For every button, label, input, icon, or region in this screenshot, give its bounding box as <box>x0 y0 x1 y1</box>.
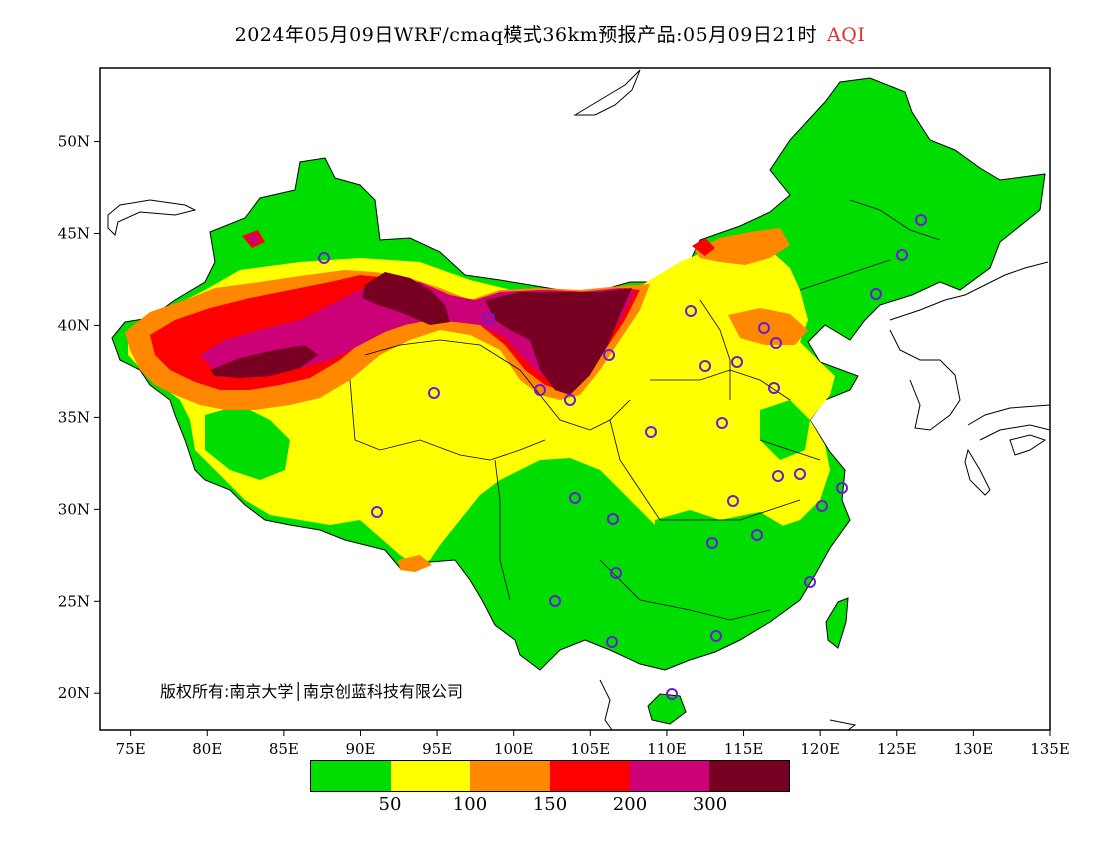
legend-label: 300 <box>692 794 728 815</box>
station-marker <box>716 417 728 429</box>
x-tick-label: 75E <box>116 740 146 758</box>
station-marker <box>569 492 581 504</box>
station-marker <box>751 529 763 541</box>
taiwan-island <box>825 597 849 649</box>
aqi-region-purple <box>247 233 260 244</box>
station-marker <box>727 495 739 507</box>
station-marker <box>794 468 806 480</box>
legend-labels: 50 100 150 200 300 <box>310 794 790 818</box>
x-tick-label: 130E <box>954 740 994 758</box>
station-marker <box>915 214 927 226</box>
x-tick-label: 125E <box>877 740 917 758</box>
title-text: 2024年05月09日WRF/cmaq模式36km预报产品:05月09日21时 <box>234 24 818 46</box>
station-marker <box>603 349 615 361</box>
y-tick-label: 40N <box>58 316 90 334</box>
map-title: 2024年05月09日WRF/cmaq模式36km预报产品:05月09日21时 A… <box>0 20 1100 47</box>
y-tick-label: 30N <box>58 500 90 518</box>
station-marker <box>607 513 619 525</box>
x-tick-label: 95E <box>422 740 452 758</box>
legend-label: 150 <box>532 794 568 815</box>
station-marker <box>428 387 440 399</box>
hainan-island <box>647 693 687 725</box>
legend-swatch <box>470 761 551 791</box>
station-marker <box>685 305 697 317</box>
title-variable: AQI <box>827 24 866 46</box>
x-tick-label: 85E <box>269 740 299 758</box>
station-marker <box>896 249 908 261</box>
station-marker <box>816 500 828 512</box>
aqi-region-orange <box>398 555 432 572</box>
station-markers <box>318 214 927 700</box>
aqi-region-green-patch <box>205 405 290 480</box>
station-marker <box>534 384 546 396</box>
x-tick-label: 115E <box>724 740 764 758</box>
y-tick-label: 35N <box>58 408 90 426</box>
station-marker <box>836 482 848 494</box>
station-marker <box>770 337 782 349</box>
copyright-text: 版权所有:南京大学│南京创蓝科技有限公司 <box>160 682 464 701</box>
neighbor-coastlines <box>107 69 1050 730</box>
station-marker <box>710 630 722 642</box>
x-tick-label: 90E <box>345 740 375 758</box>
y-tick-label: 20N <box>58 684 90 702</box>
legend-label: 200 <box>612 794 648 815</box>
station-marker <box>706 537 718 549</box>
station-marker <box>758 322 770 334</box>
station-marker <box>699 360 711 372</box>
y-tick-label: 25N <box>58 592 90 610</box>
y-tick-label: 50N <box>58 133 90 151</box>
aqi-region-green-patch <box>760 400 810 460</box>
aqi-region-maroon <box>485 288 632 395</box>
aqi-region-red <box>692 238 715 256</box>
map-layers <box>107 69 1050 730</box>
station-marker <box>731 356 743 368</box>
station-marker <box>371 506 383 518</box>
station-marker <box>666 688 678 700</box>
station-marker <box>804 576 816 588</box>
map-frame <box>99 67 1051 731</box>
x-tick-label: 120E <box>800 740 840 758</box>
x-tick-label: 100E <box>494 740 534 758</box>
station-marker <box>318 252 330 264</box>
station-marker <box>549 595 561 607</box>
legend-label: 100 <box>452 794 488 815</box>
station-marker <box>870 288 882 300</box>
x-tick-label: 105E <box>571 740 611 758</box>
legend-swatch <box>550 761 630 791</box>
x-tick-label: 80E <box>192 740 222 758</box>
aqi-region-maroon <box>362 272 450 325</box>
color-legend <box>310 760 790 792</box>
x-tick-label: 135E <box>1030 740 1070 758</box>
aqi-region-green-patch <box>655 510 800 620</box>
y-tick-label: 45N <box>58 225 90 243</box>
x-axis: 75E 80E 85E 90E 95E 100E 105E 110E 115E 120E 125E 1… <box>116 730 1070 758</box>
aqi-region-green-patch <box>500 462 640 630</box>
aqi-region-maroon <box>210 345 318 378</box>
legend-label: 50 <box>378 794 402 815</box>
station-marker <box>610 567 622 579</box>
station-marker <box>606 636 618 648</box>
aqi-region-orange <box>695 228 790 265</box>
station-marker <box>564 394 576 406</box>
legend-swatch <box>629 761 710 791</box>
y-axis: 20N 25N 30N 35N 40N 45N 50N <box>58 133 100 702</box>
legend-swatch <box>709 761 790 791</box>
station-marker <box>483 312 495 324</box>
legend-swatch <box>311 761 391 791</box>
legend-swatch <box>390 761 471 791</box>
x-tick-label: 110E <box>647 740 687 758</box>
station-marker <box>768 382 780 394</box>
station-marker <box>645 426 657 438</box>
station-marker <box>772 470 784 482</box>
